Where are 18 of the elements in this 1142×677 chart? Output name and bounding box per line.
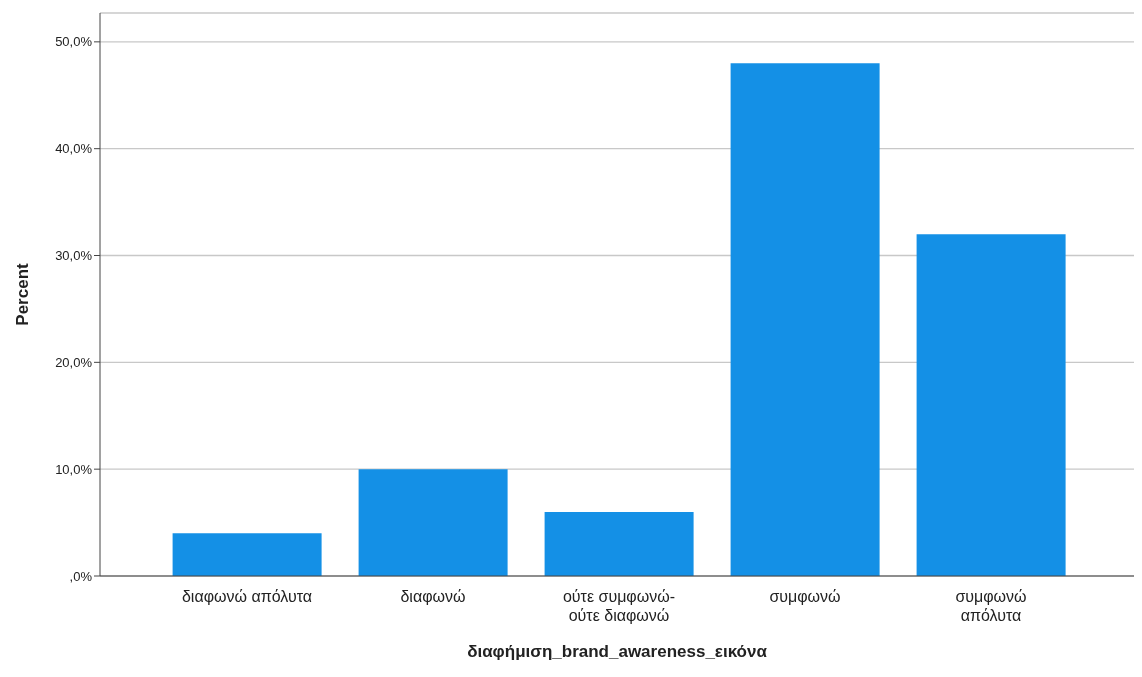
y-tick-label: ,0% [69, 568, 93, 584]
bar [544, 511, 694, 576]
y-tick-label: 50,0% [55, 34, 93, 50]
y-axis-title: Percent [13, 262, 33, 326]
x-tick-label: διαφωνώ απόλυτα [181, 588, 313, 605]
x-tick-label: συμφωνώ απόλυτα [955, 588, 1027, 624]
x-axis-title: διαφήμιση_brand_awareness_εικόνα [467, 642, 768, 661]
x-tick-label: συμφωνώ [769, 588, 841, 605]
bar [358, 469, 508, 576]
y-tick-label: 10,0% [55, 461, 93, 477]
y-tick-label: 20,0% [55, 354, 93, 370]
bar [730, 63, 880, 576]
x-tick-label: ούτε συμφωνώ- ούτε διαφωνώ [562, 588, 676, 624]
y-tick-label: 30,0% [55, 248, 93, 264]
bar [172, 533, 322, 576]
y-tick-label: 40,0% [55, 141, 93, 157]
bar [916, 234, 1066, 576]
x-tick-label: διαφωνώ [400, 588, 466, 605]
